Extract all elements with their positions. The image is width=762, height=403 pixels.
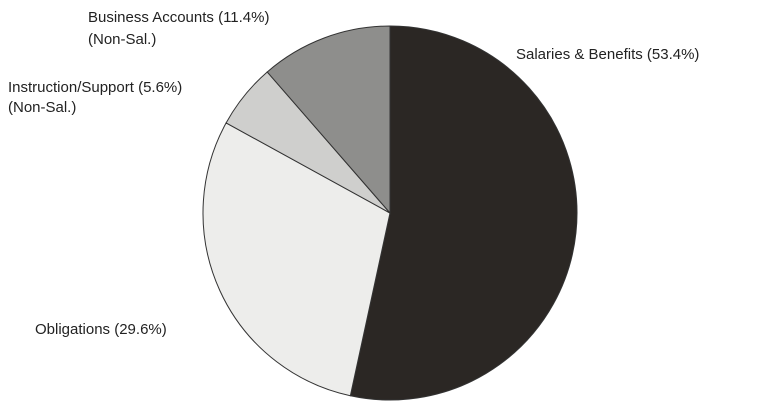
slice-label: Instruction/Support (5.6%) — [8, 79, 182, 96]
pie-slice — [266, 25, 391, 215]
slice-label: Obligations (29.6%) — [35, 321, 167, 338]
category-name: Business Accounts — [88, 9, 214, 26]
pie-slice — [349, 25, 578, 401]
category-name: Obligations — [35, 321, 110, 338]
value-label: (29.6%) — [114, 321, 167, 338]
slice-label: Business Accounts (11.4%) — [88, 9, 270, 26]
annotation: (Non-Sal.) — [88, 31, 156, 48]
value-label: (11.4%) — [218, 9, 269, 26]
category-name: Instruction/Support — [8, 79, 135, 96]
pie-slice — [202, 122, 391, 397]
slice-label: Salaries & Benefits (53.4%) — [516, 46, 699, 63]
value-label: (5.6%) — [138, 79, 182, 96]
value-label: (53.4%) — [647, 46, 700, 63]
category-name: Salaries & Benefits — [516, 46, 643, 63]
annotation: (Non-Sal.) — [8, 99, 76, 116]
